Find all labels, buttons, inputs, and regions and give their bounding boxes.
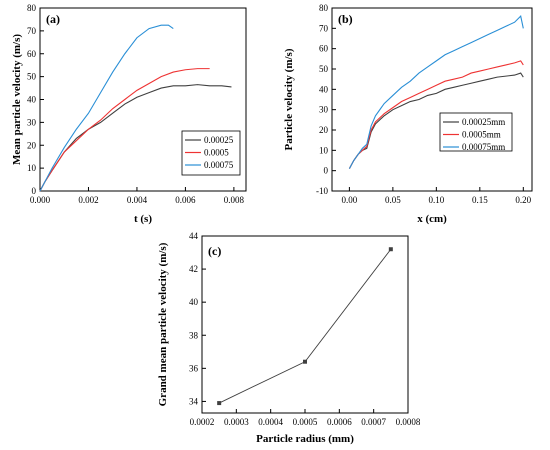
x-tick-label: 0.004 bbox=[127, 195, 148, 205]
y-axis-label: Mean particle velocity (m/s) bbox=[11, 34, 23, 165]
y-tick-label: 44 bbox=[189, 231, 199, 241]
series-line bbox=[218, 248, 392, 404]
data-point bbox=[217, 401, 222, 406]
y-tick-label: 20 bbox=[319, 125, 329, 135]
x-tick-label: 0.05 bbox=[385, 195, 401, 205]
y-tick-label: 36 bbox=[189, 363, 199, 373]
panel-label: (c) bbox=[208, 244, 221, 258]
series-line-0.00075mm bbox=[348, 15, 524, 169]
series-line-0.0005mm bbox=[348, 60, 524, 169]
legend-entry: 0.00025mm bbox=[462, 117, 505, 127]
y-tick-label: 40 bbox=[319, 84, 329, 94]
y-tick-label: 34 bbox=[189, 396, 199, 406]
x-tick-label: 0.20 bbox=[515, 195, 531, 205]
x-tick-label: 0.0008 bbox=[396, 417, 421, 427]
y-axis-label: Particle velocity (m/s) bbox=[283, 48, 295, 150]
series-line-0.0005 bbox=[39, 68, 210, 192]
legend-box bbox=[439, 112, 513, 152]
y-tick-label: 70 bbox=[27, 26, 37, 36]
panel-label: (a) bbox=[46, 12, 60, 26]
y-tick-label: 50 bbox=[319, 64, 329, 74]
chart-panel-b: 0.00 0.05 0.10 0.15 0.20 -10 0 10 20 30 40 50 60 70 80… bbox=[283, 3, 533, 225]
data-point bbox=[388, 247, 393, 252]
y-tick-label: 10 bbox=[27, 163, 37, 173]
x-tick-label: 0.10 bbox=[428, 195, 444, 205]
plot-frame bbox=[331, 7, 533, 192]
y-axis-label: Grand mean particle velocity (m/s) bbox=[157, 242, 169, 406]
x-tick-label: 0.0004 bbox=[258, 417, 283, 427]
x-axis-label: Particle radius (mm) bbox=[256, 433, 354, 445]
y-tick-label: 50 bbox=[27, 72, 37, 82]
y-tick-label: 30 bbox=[319, 105, 329, 115]
x-tick-label: 0.15 bbox=[472, 195, 488, 205]
series-line-0.00075 bbox=[39, 24, 174, 192]
x-tick-label: 0.00 bbox=[342, 195, 358, 205]
x-tick-label: 0.0006 bbox=[327, 417, 352, 427]
y-tick-label: 0 bbox=[324, 166, 329, 176]
y-tick-label: 10 bbox=[319, 145, 329, 155]
y-tick-label: -10 bbox=[316, 186, 328, 196]
y-tick-label: 40 bbox=[27, 95, 37, 105]
data-point bbox=[303, 359, 307, 364]
y-tick-label: 60 bbox=[27, 49, 37, 59]
y-tick-label: 30 bbox=[27, 117, 37, 127]
legend: 0.00025mm 0.0005mm 0.00075mm bbox=[439, 112, 513, 152]
x-tick-label: 0.002 bbox=[78, 195, 98, 205]
x-tick-label: 0.0005 bbox=[293, 417, 318, 427]
y-tick-label: 0 bbox=[32, 186, 37, 196]
y-tick-label: 60 bbox=[319, 44, 329, 54]
y-tick-label: 80 bbox=[319, 3, 329, 13]
series-line-0.00025mm bbox=[348, 72, 524, 169]
legend-entry: 0.0005 bbox=[204, 148, 229, 158]
x-tick-label: 0.000 bbox=[30, 195, 51, 205]
y-tick-label: 40 bbox=[189, 297, 199, 307]
chart-panel-c: 0.0002 0.0003 0.0004 0.0005 0.0006 0.0007 0.00… bbox=[157, 231, 421, 445]
plot-frame bbox=[201, 235, 409, 414]
x-axis-label: t (s) bbox=[134, 213, 152, 225]
legend-entry: 0.00075mm bbox=[462, 142, 505, 152]
legend-entry: 0.00075 bbox=[204, 160, 234, 170]
x-tick-label: 0.0002 bbox=[190, 417, 215, 427]
x-axis-label: x (cm) bbox=[417, 213, 447, 225]
panel-label: (b) bbox=[338, 12, 353, 26]
x-tick-label: 0.0007 bbox=[361, 417, 386, 427]
y-tick-label: 80 bbox=[27, 3, 37, 13]
y-tick-label: 38 bbox=[189, 330, 199, 340]
legend: 0.00025 0.0005 0.00075 bbox=[181, 130, 241, 176]
legend-entry: 0.0005mm bbox=[462, 130, 501, 140]
y-tick-label: 42 bbox=[189, 264, 198, 274]
y-tick-label: 70 bbox=[319, 23, 329, 33]
x-tick-label: 0.0003 bbox=[224, 417, 249, 427]
legend-entry: 0.00025 bbox=[204, 135, 234, 145]
x-tick-label: 0.006 bbox=[175, 195, 196, 205]
y-tick-label: 20 bbox=[27, 140, 37, 150]
x-tick-label: 0.008 bbox=[224, 195, 245, 205]
chart-panel-a: 0.000 0.002 0.004 0.006 0.008 0 10 20 30 40 50 60 70… bbox=[11, 3, 247, 225]
